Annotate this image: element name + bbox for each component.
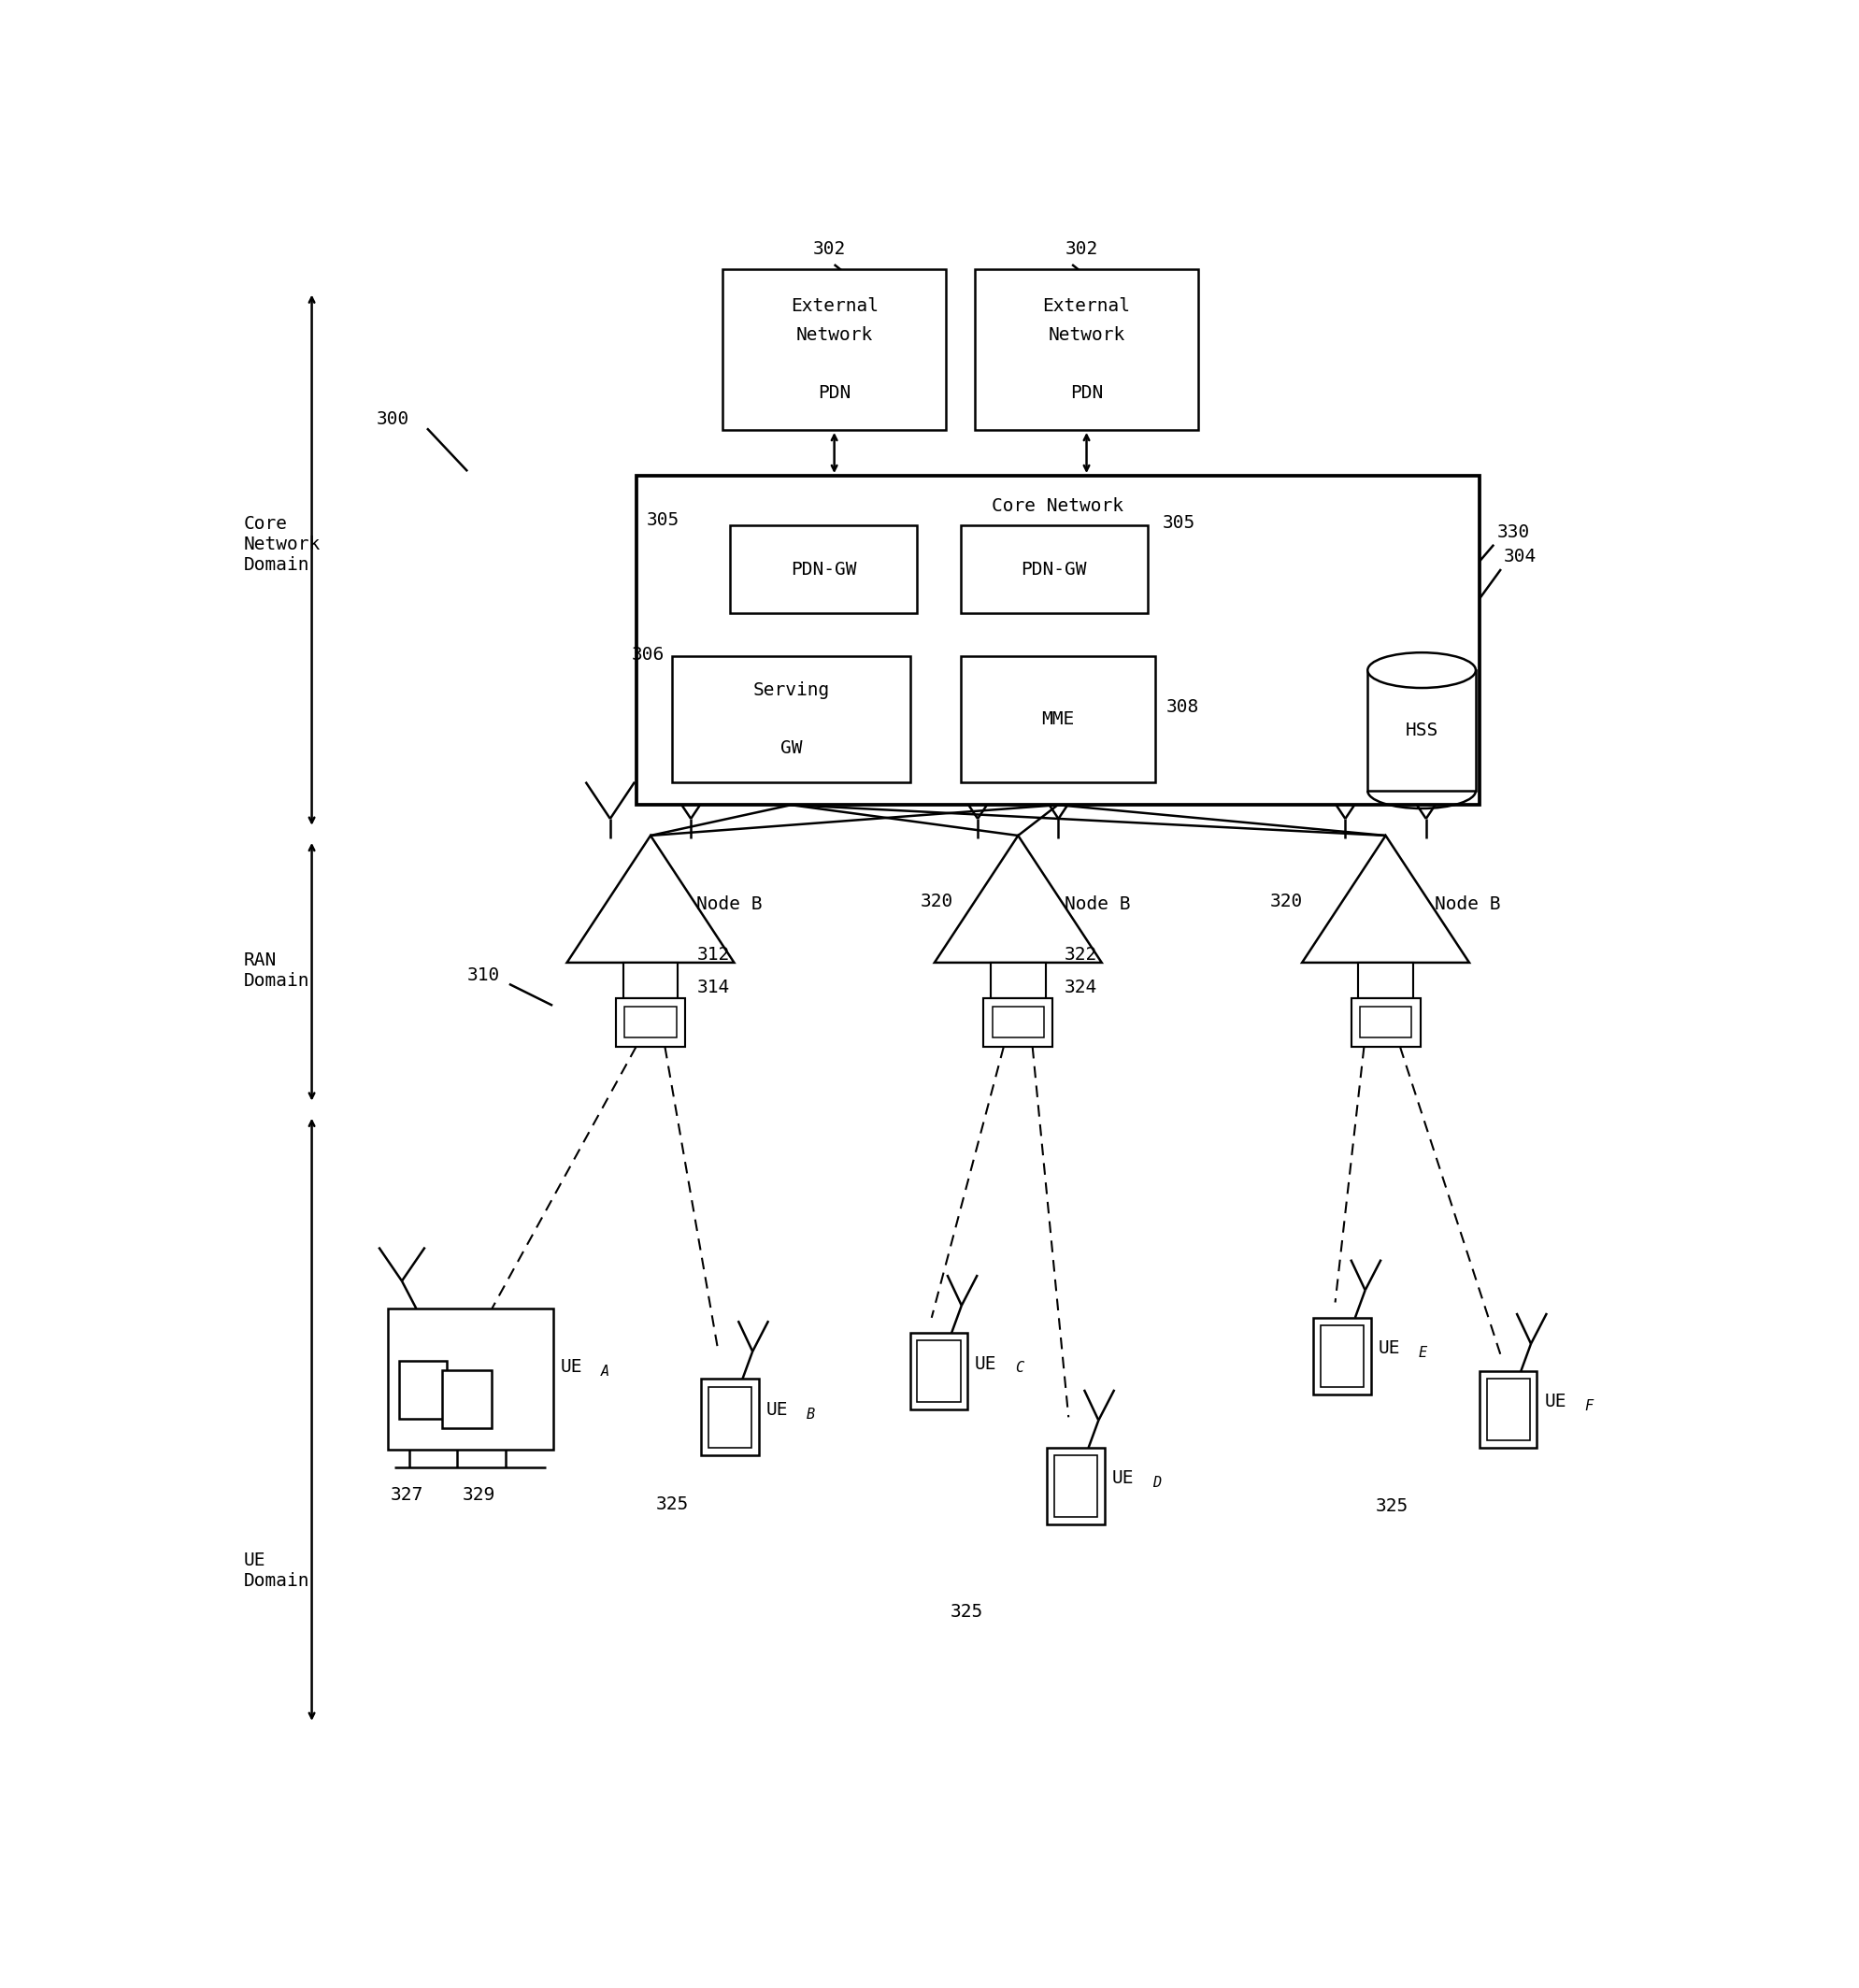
Text: B: B [805,1408,814,1421]
Text: 330: 330 [1496,523,1528,541]
Bar [442,1370,491,1427]
Bar [991,962,1045,998]
Text: HSS: HSS [1405,722,1437,740]
Text: 310: 310 [467,966,500,984]
Bar [400,1360,446,1419]
Bar [615,998,684,1048]
Text: Serving

GW: Serving GW [753,682,829,757]
Text: MME: MME [1041,710,1075,728]
Bar [1312,1318,1370,1394]
Bar [623,962,677,998]
Text: 314: 314 [697,978,729,996]
Text: UE: UE [974,1354,996,1372]
Bar [974,268,1197,429]
Bar [959,656,1154,781]
Ellipse shape [1366,652,1474,688]
Bar [701,1380,758,1455]
Bar [983,998,1052,1048]
Text: Node B: Node B [1433,895,1500,912]
Text: 325: 325 [950,1602,983,1620]
Text: Core
Network
Domain: Core Network Domain [244,515,322,575]
Text: F: F [1584,1400,1593,1413]
Text: 325: 325 [656,1495,690,1513]
Text: 327: 327 [390,1487,424,1505]
Bar [916,1340,959,1402]
Text: UE: UE [560,1358,582,1376]
Text: 329: 329 [463,1487,494,1505]
Text: UE: UE [1112,1469,1134,1487]
Bar [387,1308,552,1449]
Text: Node B: Node B [1063,895,1130,912]
Text: Node B: Node B [697,895,762,912]
Bar [729,525,916,614]
Text: 305: 305 [1162,515,1195,533]
Text: 306: 306 [632,646,664,664]
Text: RAN
Domain: RAN Domain [244,950,310,990]
Text: 300: 300 [376,410,409,427]
Bar [1054,1455,1097,1517]
Text: 324: 324 [1063,978,1097,996]
Text: 322: 322 [1063,946,1097,964]
Text: UE: UE [1543,1394,1565,1411]
Bar [1350,998,1420,1048]
Bar [1478,1372,1536,1447]
Text: D: D [1151,1475,1160,1491]
Bar [708,1388,751,1447]
Bar [1359,1008,1411,1038]
Text: UE: UE [1378,1340,1400,1358]
Text: Core Network: Core Network [991,497,1123,515]
Text: 308: 308 [1166,698,1199,716]
Bar [1357,962,1413,998]
Text: UE
Domain: UE Domain [244,1551,310,1590]
Text: 302: 302 [1065,241,1097,258]
Text: 320: 320 [920,893,952,911]
Text: 312: 312 [697,946,729,964]
Bar [1047,1447,1104,1525]
Bar [909,1334,967,1409]
Text: PDN-GW: PDN-GW [790,561,855,579]
Text: External
Network

PDN: External Network PDN [790,296,877,402]
Text: 305: 305 [645,511,679,529]
Text: 304: 304 [1504,549,1536,567]
Text: UE: UE [766,1402,788,1419]
Bar [1485,1380,1528,1439]
Bar [636,475,1478,805]
Text: 302: 302 [812,241,846,258]
Bar [991,1008,1043,1038]
Bar [959,525,1147,614]
Bar [1366,670,1474,791]
Text: C: C [1015,1362,1022,1376]
Bar [625,1008,677,1038]
Bar [671,656,909,781]
Text: 320: 320 [1270,893,1303,911]
Text: PDN-GW: PDN-GW [1021,561,1086,579]
Text: External
Network

PDN: External Network PDN [1043,296,1130,402]
Text: E: E [1418,1346,1426,1360]
Bar [1320,1326,1363,1388]
Text: 325: 325 [1376,1497,1407,1515]
Text: A: A [600,1364,610,1378]
Bar [723,268,946,429]
